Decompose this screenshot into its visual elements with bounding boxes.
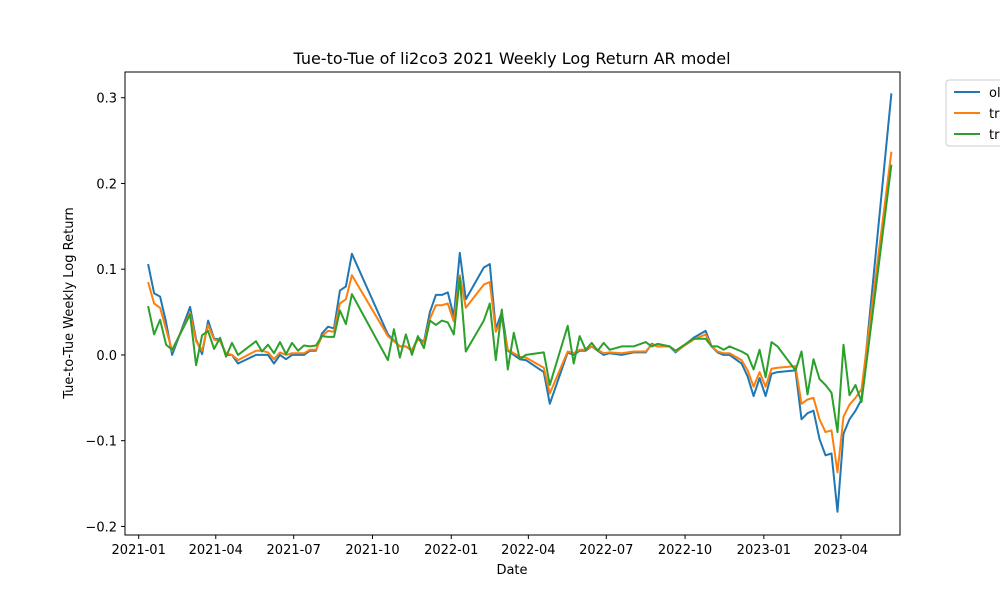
series-layer xyxy=(147,93,893,513)
x-tick-label: 2022-04 xyxy=(501,543,555,558)
x-axis: 2021-01 2021-04 2021-07 2021-10 2022-01 2022-… xyxy=(112,535,868,558)
series-line-1 xyxy=(147,93,893,513)
y-axis-label: Tue-to-Tue Weekly Log Return xyxy=(62,207,77,400)
x-tick-label: 2023-01 xyxy=(737,543,791,558)
y-tick-label: 0.2 xyxy=(96,177,117,192)
x-tick-label: 2021-04 xyxy=(189,543,243,558)
y-tick-label: 0.3 xyxy=(96,92,117,107)
x-tick-label: 2021-10 xyxy=(345,543,399,558)
series-line-2 xyxy=(147,151,893,474)
x-tick-label: 2022-01 xyxy=(424,543,478,558)
legend-label-3: tr xyxy=(989,128,1000,143)
plot-area-frame xyxy=(124,71,901,536)
x-tick-label: 2021-01 xyxy=(112,543,166,558)
legend-label-1: ol xyxy=(989,86,1000,101)
y-tick-label: −0.2 xyxy=(85,520,117,535)
legend-label-2: tr xyxy=(989,107,1000,122)
series-line-3 xyxy=(147,164,893,434)
legend: ol tr tr xyxy=(945,79,1000,147)
y-axis: −0.2 −0.1 0.0 0.1 0.2 0.3 xyxy=(85,92,125,535)
x-tick-label: 2023-04 xyxy=(814,543,868,558)
y-tick-label: 0.1 xyxy=(96,263,117,278)
x-tick-label: 2022-07 xyxy=(579,543,633,558)
chart-title: Tue-to-Tue of li2co3 2021 Weekly Log Ret… xyxy=(292,49,730,68)
x-tick-label: 2021-07 xyxy=(267,543,321,558)
y-tick-label: 0.0 xyxy=(96,349,117,364)
y-tick-label: −0.1 xyxy=(85,435,117,450)
x-axis-label: Date xyxy=(496,563,527,578)
x-tick-label: 2022-10 xyxy=(658,543,712,558)
